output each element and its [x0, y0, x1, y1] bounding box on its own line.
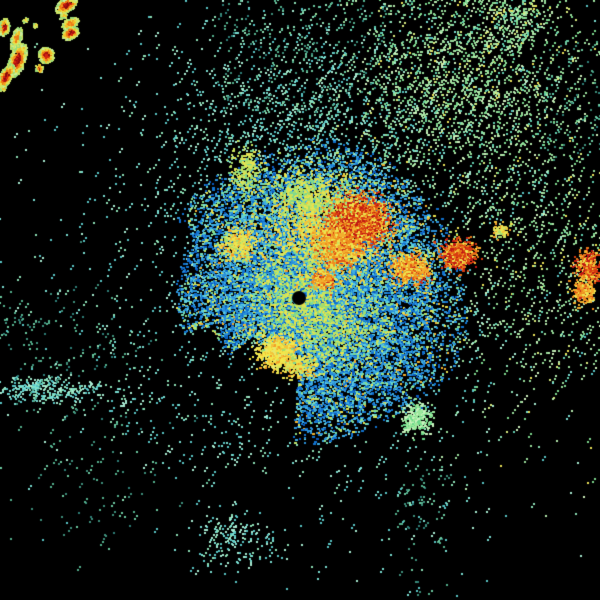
radar-display — [0, 0, 600, 600]
radar-reflectivity-image — [0, 0, 600, 600]
